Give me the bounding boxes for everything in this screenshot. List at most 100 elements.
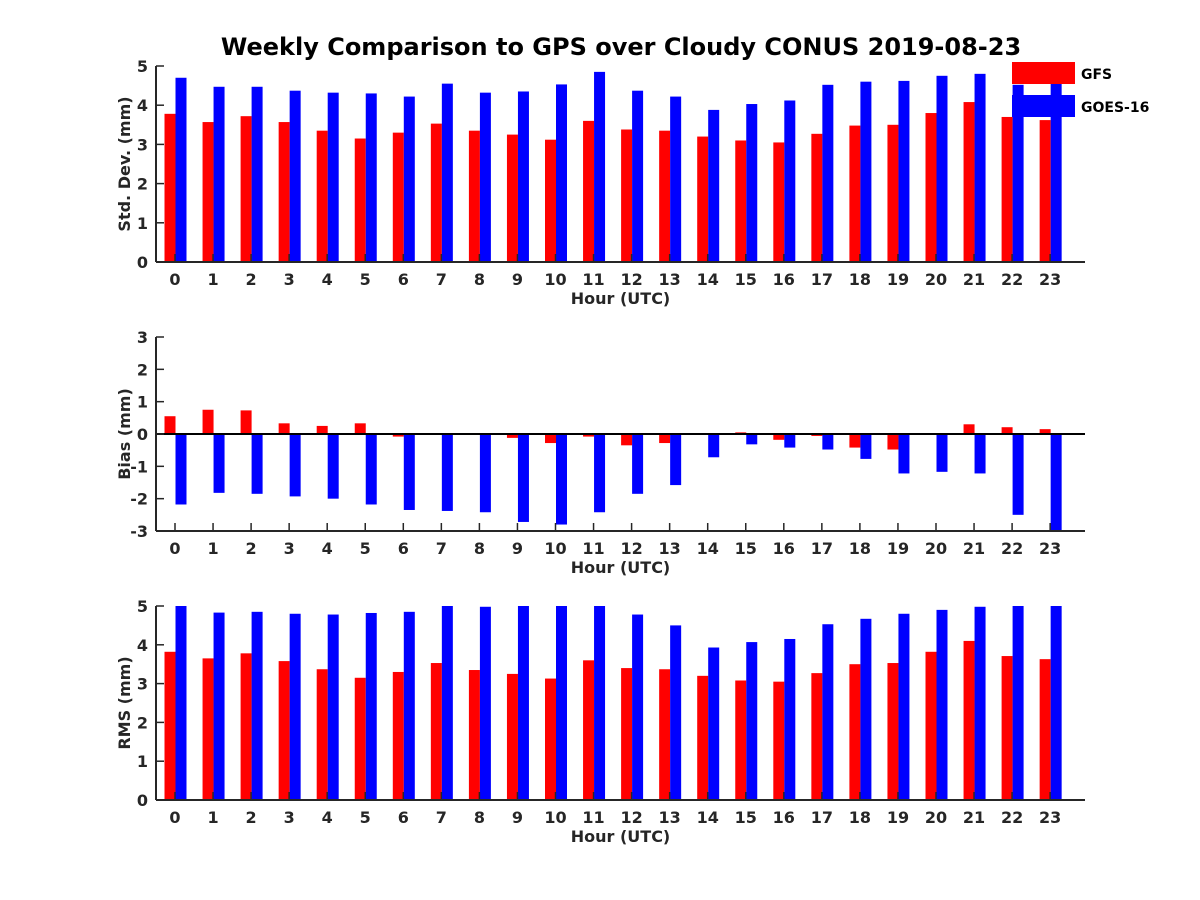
- x-tick-label-rms: 5: [360, 808, 371, 827]
- x-tick-label-std-dev: 12: [620, 270, 642, 289]
- y-tick-label-std-dev: 2: [137, 175, 148, 194]
- x-axis-label-std-dev: Hour (UTC): [571, 289, 671, 308]
- bar-std-dev-gfs-hour-11: [583, 120, 595, 262]
- bar-bias-goes-16-hour-14: [708, 434, 720, 458]
- x-tick-label-bias: 1: [207, 539, 218, 558]
- x-tick-label-bias: 21: [963, 539, 985, 558]
- bar-rms-goes-16-hour-3: [289, 613, 301, 800]
- bar-rms-goes-16-hour-19: [898, 613, 910, 800]
- x-tick-label-rms: 19: [887, 808, 909, 827]
- y-axis-label-bias: Bias (mm): [115, 388, 134, 480]
- x-tick-label-std-dev: 0: [169, 270, 180, 289]
- bar-rms-gfs-hour-10: [545, 678, 556, 800]
- bar-rms-goes-16-hour-21: [974, 606, 986, 800]
- x-tick-label-std-dev: 3: [284, 270, 295, 289]
- y-tick-label-rms: 0: [137, 791, 148, 810]
- x-tick-label-rms: 14: [697, 808, 719, 827]
- bar-bias-goes-16-hour-16: [784, 434, 796, 448]
- x-tick-label-rms: 11: [582, 808, 604, 827]
- bar-bias-goes-16-hour-7: [441, 434, 453, 511]
- bar-rms-gfs-hour-20: [925, 651, 937, 800]
- y-tick-label-std-dev: 3: [137, 135, 148, 154]
- y-tick-label-bias: 1: [137, 393, 148, 412]
- bar-bias-gfs-hour-22: [1001, 427, 1013, 434]
- bar-std-dev-gfs-hour-13: [659, 130, 671, 262]
- bar-std-dev-goes-16-hour-12: [632, 90, 644, 262]
- bar-rms-goes-16-hour-1: [213, 612, 225, 800]
- bar-std-dev-gfs-hour-7: [430, 123, 442, 263]
- x-tick-label-std-dev: 7: [436, 270, 447, 289]
- bar-rms-gfs-hour-11: [583, 660, 595, 800]
- bar-rms-goes-16-hour-8: [479, 606, 491, 800]
- bar-bias-gfs-hour-23: [1039, 429, 1051, 434]
- x-tick-label-rms: 12: [620, 808, 642, 827]
- bar-bias-gfs-hour-13: [659, 434, 671, 444]
- bar-rms-goes-16-hour-15: [746, 642, 758, 800]
- bar-std-dev-goes-16-hour-15: [746, 104, 758, 262]
- bar-std-dev-goes-16-hour-13: [670, 96, 682, 263]
- x-tick-label-bias: 19: [887, 539, 909, 558]
- bar-std-dev-gfs-hour-6: [392, 132, 404, 262]
- x-tick-label-rms: 7: [436, 808, 447, 827]
- bar-rms-gfs-hour-8: [468, 670, 480, 800]
- x-tick-label-bias: 3: [284, 539, 295, 558]
- bar-bias-goes-16-hour-20: [936, 434, 948, 472]
- bar-rms-gfs-hour-16: [773, 681, 785, 800]
- bar-std-dev-goes-16-hour-17: [822, 84, 834, 262]
- bar-std-dev-gfs-hour-22: [1001, 116, 1013, 263]
- bar-rms-gfs-hour-17: [811, 673, 823, 800]
- bar-rms-goes-16-hour-17: [822, 624, 834, 800]
- bar-std-dev-goes-16-hour-8: [479, 92, 491, 262]
- bar-std-dev-gfs-hour-15: [735, 140, 747, 262]
- x-tick-label-rms: 23: [1039, 808, 1061, 827]
- bar-std-dev-goes-16-hour-7: [441, 83, 453, 262]
- legend-swatch-gfs: [1012, 62, 1075, 84]
- x-tick-label-std-dev: 4: [322, 270, 333, 289]
- bar-rms-goes-16-hour-11: [594, 606, 606, 800]
- bar-bias-gfs-hour-6: [392, 434, 404, 437]
- bar-rms-goes-16-hour-7: [441, 606, 453, 800]
- bar-bias-goes-16-hour-4: [327, 434, 339, 499]
- chart-title: Weekly Comparison to GPS over Cloudy CON…: [221, 33, 1021, 61]
- bar-bias-goes-16-hour-2: [251, 434, 263, 494]
- bar-bias-goes-16-hour-1: [213, 434, 225, 493]
- bar-std-dev-goes-16-hour-22: [1012, 84, 1024, 262]
- bar-bias-goes-16-hour-18: [860, 434, 872, 459]
- y-tick-label-rms: 1: [137, 752, 148, 771]
- bar-rms-goes-16-hour-22: [1012, 606, 1024, 800]
- x-tick-label-rms: 3: [284, 808, 295, 827]
- x-tick-label-std-dev: 11: [582, 270, 604, 289]
- y-tick-label-bias: 2: [137, 360, 148, 379]
- y-axis-label-rms: RMS (mm): [115, 656, 134, 749]
- bar-std-dev-gfs-hour-1: [202, 122, 214, 262]
- x-tick-label-bias: 8: [474, 539, 485, 558]
- bar-std-dev-goes-16-hour-14: [708, 109, 720, 263]
- bar-rms-goes-16-hour-12: [632, 614, 644, 800]
- x-tick-label-std-dev: 20: [925, 270, 947, 289]
- bar-bias-gfs-hour-11: [583, 434, 595, 437]
- x-tick-label-bias: 12: [620, 539, 642, 558]
- x-axis-label-bias: Hour (UTC): [571, 558, 671, 577]
- x-tick-label-bias: 7: [436, 539, 447, 558]
- x-tick-label-rms: 13: [659, 808, 681, 827]
- bar-std-dev-gfs-hour-21: [963, 102, 975, 263]
- x-tick-label-rms: 16: [773, 808, 795, 827]
- x-tick-label-std-dev: 21: [963, 270, 985, 289]
- y-tick-label-bias: -2: [130, 490, 148, 509]
- bar-rms-gfs-hour-6: [392, 671, 404, 800]
- bar-rms-goes-16-hour-23: [1050, 606, 1062, 800]
- bar-rms-goes-16-hour-16: [784, 638, 796, 800]
- x-tick-label-bias: 0: [169, 539, 180, 558]
- bar-bias-gfs-hour-12: [621, 434, 633, 446]
- bar-std-dev-goes-16-hour-18: [860, 81, 872, 263]
- bar-std-dev-gfs-hour-3: [278, 122, 290, 262]
- bar-bias-gfs-hour-10: [545, 434, 556, 444]
- x-tick-label-bias: 17: [811, 539, 833, 558]
- bar-std-dev-gfs-hour-4: [316, 130, 328, 262]
- x-tick-label-std-dev: 23: [1039, 270, 1061, 289]
- y-tick-label-std-dev: 1: [137, 214, 148, 233]
- legend-swatch-goes-16: [1012, 95, 1075, 117]
- x-tick-label-bias: 16: [773, 539, 795, 558]
- x-tick-label-bias: 11: [582, 539, 604, 558]
